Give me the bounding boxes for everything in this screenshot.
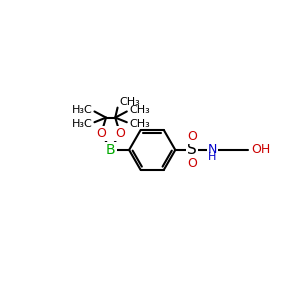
Text: H₃C: H₃C — [71, 105, 92, 115]
Text: S: S — [188, 142, 197, 158]
Text: H: H — [208, 152, 217, 162]
Text: CH₃: CH₃ — [129, 119, 150, 129]
Text: H₃C: H₃C — [71, 119, 92, 129]
Text: O: O — [187, 157, 197, 169]
Text: OH: OH — [251, 143, 270, 157]
Text: N: N — [208, 143, 217, 157]
Text: B: B — [106, 143, 116, 157]
Text: CH₃: CH₃ — [129, 105, 150, 115]
Text: CH₃: CH₃ — [120, 97, 141, 107]
Text: O: O — [187, 130, 197, 143]
Text: O: O — [115, 127, 125, 140]
Text: O: O — [97, 127, 106, 140]
